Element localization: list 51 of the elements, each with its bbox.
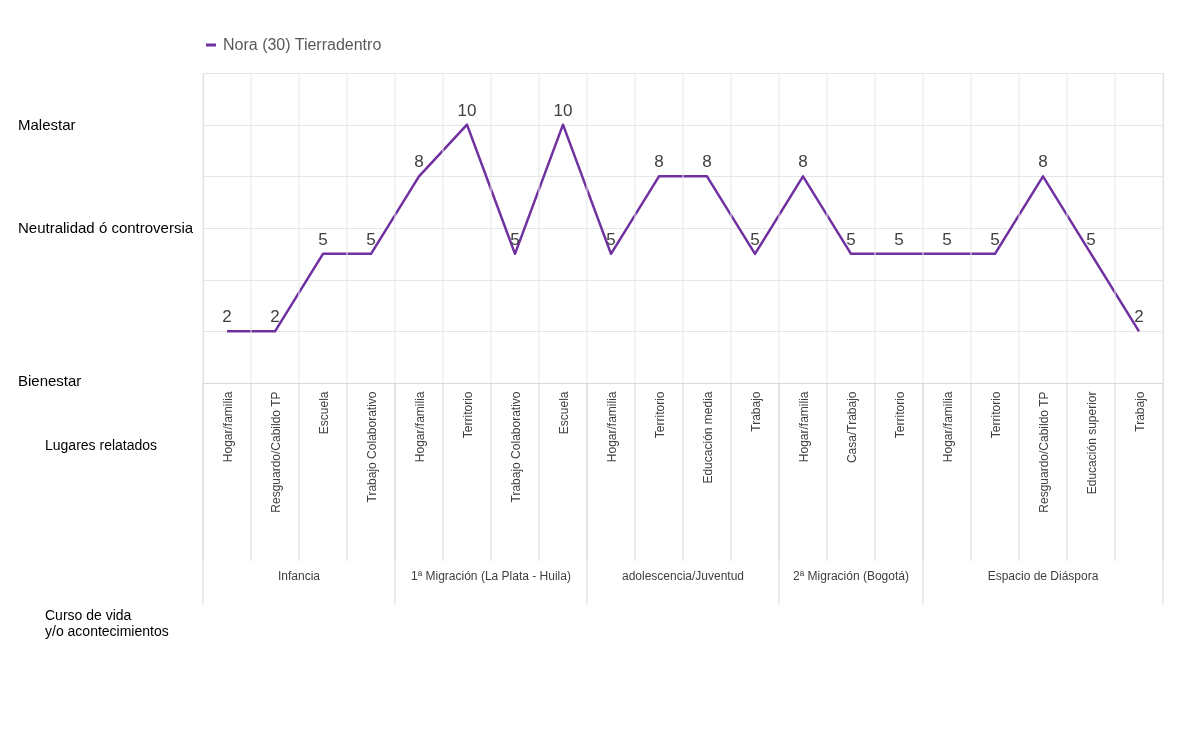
data-label: 2 [1134, 307, 1144, 327]
x-tick-label: Territorio [460, 391, 475, 439]
text: Curso de vida y/o acontecimientos [45, 607, 169, 639]
data-label: 5 [942, 229, 952, 249]
x-tick-label: Hogar/familia [604, 391, 619, 463]
x-tick-label: Hogar/familia [796, 391, 811, 463]
data-label: 5 [510, 229, 520, 249]
legend-label: Nora (30) Tierradentro [223, 36, 382, 53]
data-label: 8 [414, 152, 424, 172]
data-label: 5 [990, 229, 1000, 249]
text: Neutralidad ó controversia [18, 219, 194, 236]
x-tick-label: Resguardo/Cabildo TP [1036, 391, 1051, 513]
data-label: 8 [1038, 152, 1048, 172]
data-label: 5 [606, 229, 616, 249]
text: 1ª Migración (La Plata - Huila) [411, 569, 571, 583]
text: Infancia [277, 569, 321, 583]
data-label: 10 [457, 100, 477, 120]
data-label: 10 [553, 100, 573, 120]
data-label: 2 [270, 307, 280, 327]
data-label: 5 [750, 229, 760, 249]
x-tick-label: Territorio [892, 391, 907, 439]
x-tick-label: Resguardo/Cabildo TP [268, 391, 283, 513]
data-label: 8 [798, 152, 808, 172]
data-label: 5 [1086, 229, 1096, 249]
x-tick-label: Hogar/familia [220, 391, 235, 463]
x-tick-label: Hogar/familia [940, 391, 955, 463]
data-label: 5 [894, 229, 904, 249]
x-tick-label: Educación superior [1084, 391, 1099, 495]
text: Bienestar [18, 372, 82, 389]
x-tick-label: Hogar/familia [412, 391, 427, 463]
x-tick-label: Trabajo Colaborativo [364, 391, 379, 503]
text: Malestar [18, 116, 76, 133]
x-tick-label: Trabajo Colaborativo [508, 391, 523, 503]
x-tick-label: Territorio [988, 391, 1003, 439]
x-tick-label: Trabajo [748, 391, 763, 432]
data-label: 5 [366, 229, 376, 249]
x-tick-label: Escuela [316, 391, 331, 435]
text: 2ª Migración (Bogotá) [793, 569, 909, 583]
data-label: 5 [846, 229, 856, 249]
data-label: 5 [318, 229, 328, 249]
x-tick-label: Trabajo [1132, 391, 1147, 432]
text: Espacio de Diáspora [987, 569, 1099, 583]
x-tick-label: Territorio [652, 391, 667, 439]
data-label: 2 [222, 307, 232, 327]
x-axis-title: Lugares relatados [45, 437, 158, 453]
data-label: 8 [654, 152, 664, 172]
x-tick-label: Casa/Trabajo [844, 391, 859, 464]
data-label: 8 [702, 152, 712, 172]
x-tick-label: Educación media [700, 391, 715, 484]
x-tick-label: Escuela [556, 391, 571, 435]
text: adolescencia/Juventud [621, 569, 745, 583]
